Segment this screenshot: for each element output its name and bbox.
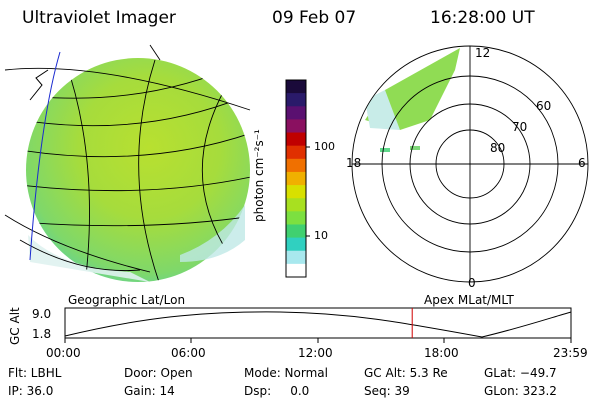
colorbar-segment <box>286 211 306 225</box>
lat-label-80: 80 <box>490 141 506 155</box>
alt-xtick-0600: 06:00 <box>171 346 206 360</box>
colorbar-segment <box>286 198 306 212</box>
colorbar-segment <box>286 237 306 252</box>
colorbar-tick-10: 10 <box>314 229 328 242</box>
alt-xtick-1200: 12:00 <box>298 346 333 360</box>
date-label: 09 Feb 07 <box>272 8 357 28</box>
lat-label-60: 60 <box>536 99 552 113</box>
colorbar-segment <box>286 132 306 147</box>
status-seq: Seq: 39 <box>364 384 410 398</box>
alt-xtick-0000: 00:00 <box>46 346 81 360</box>
geographic-caption: Geographic Lat/Lon <box>68 293 186 307</box>
mlt-label-12: 12 <box>475 46 491 60</box>
alt-ytick-1-8: 1.8 <box>32 327 52 341</box>
alt-xtick-1800: 18:00 <box>424 346 459 360</box>
colorbar-segment <box>286 185 306 199</box>
status-glat: GLat: −49.7 <box>484 366 557 380</box>
mlt-label-18: 18 <box>346 156 362 170</box>
polar-grid <box>351 45 589 283</box>
colorbar-segment <box>286 158 306 173</box>
colorbar-segment <box>286 119 306 134</box>
mlt-label-0: 0 <box>468 276 476 290</box>
alt-curve <box>64 311 572 338</box>
colorbar-segment <box>286 171 306 186</box>
status-dsp: Dsp: 0.0 <box>244 384 310 398</box>
mlt-label-6: 6 <box>578 156 586 170</box>
lat-label-70: 70 <box>512 120 528 134</box>
status-glon: GLon: 323.2 <box>484 384 557 398</box>
alt-ytick-9: 9.0 <box>32 307 52 321</box>
status-mode: Mode: Normal <box>244 366 328 380</box>
colorbar-segment <box>286 224 306 239</box>
colorbar-segment <box>286 145 306 160</box>
earth-disk <box>26 58 250 282</box>
status-gcalt: GC Alt: 5.3 Re <box>364 366 448 380</box>
colorbar-segment <box>286 80 306 94</box>
apex-caption: Apex MLat/MLT <box>424 293 514 307</box>
colorbar-segment <box>286 263 306 278</box>
colorbar-tick-100: 100 <box>314 140 335 153</box>
status-door: Door: Open <box>124 366 193 380</box>
time-label: 16:28:00 UT <box>430 8 535 28</box>
colorbar-segment <box>286 93 306 107</box>
status-flt: Flt: LBHL <box>8 366 62 380</box>
colorbar-segment <box>286 250 306 265</box>
status-gain: Gain: 14 <box>124 384 175 398</box>
alt-ylabel: GC Alt <box>8 307 22 345</box>
status-ip: IP: 36.0 <box>8 384 54 398</box>
instrument-title: Ultraviolet Imager <box>22 8 176 28</box>
colorbar-segment <box>286 106 306 120</box>
alt-xtick-2359: 23:59 <box>553 346 588 360</box>
coastline-blue <box>29 51 61 261</box>
